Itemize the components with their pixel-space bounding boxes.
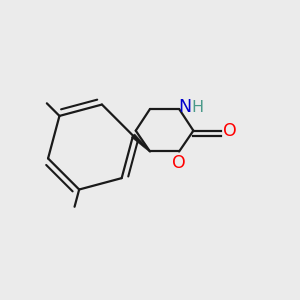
Text: O: O bbox=[223, 122, 236, 140]
Text: O: O bbox=[172, 154, 186, 172]
Polygon shape bbox=[131, 134, 151, 152]
Text: N: N bbox=[178, 98, 192, 116]
Text: H: H bbox=[191, 100, 204, 115]
